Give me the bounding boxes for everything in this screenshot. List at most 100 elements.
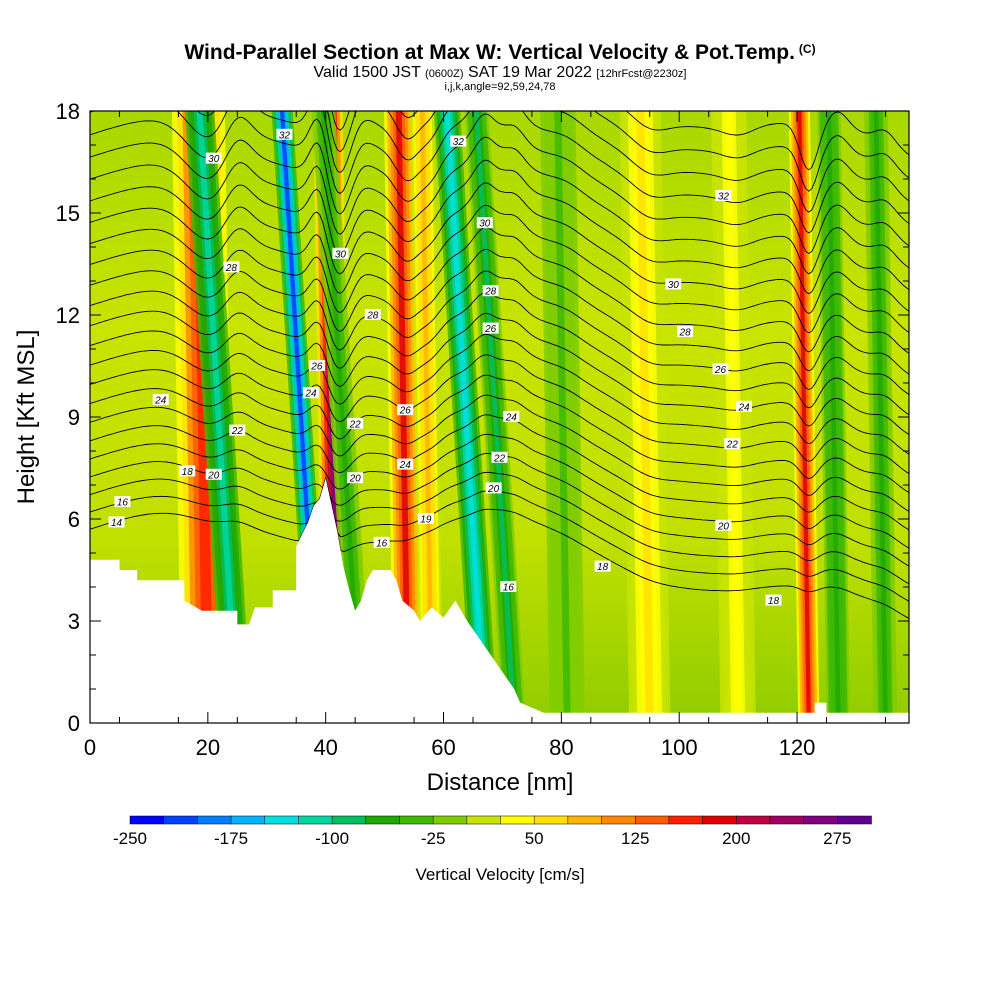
y-tick-label: 9 (68, 405, 80, 430)
theta-contour-line (90, 354, 909, 474)
contour-label: 32 (450, 135, 467, 148)
contour-label-bg (503, 411, 520, 422)
contour-label: 20 (715, 519, 732, 532)
contour-label-bg (491, 451, 508, 463)
contour-label-bg (482, 285, 499, 297)
x-tick-label: 60 (431, 735, 455, 760)
contour-label-bg (205, 468, 222, 480)
contour-label-bg (715, 190, 732, 201)
contour-label-bg (302, 387, 319, 399)
colorbar-swatch (702, 815, 738, 825)
axes: 0 20 40 60 80 100 120 0 3 6 9 12 15 18 (56, 99, 909, 760)
contour-label: 30 (205, 152, 222, 165)
contour-label: 26 (482, 322, 499, 335)
contour-label-text: 26 (714, 365, 727, 376)
theta-contour-line (90, 374, 909, 493)
theta-contour-line (331, 111, 909, 171)
contour-label: 28 (677, 326, 694, 339)
contour-label-text: 16 (376, 538, 388, 549)
velocity-band (444, 111, 488, 723)
y-axis-label: Height [Kft MSL] (13, 330, 40, 505)
colorbar-label: Vertical Velocity [cm/s] (415, 865, 584, 884)
colorbar-swatch (331, 815, 367, 825)
y-tick-label: 18 (56, 99, 80, 124)
theta-contour-line (90, 111, 909, 213)
contour-label: 28 (364, 309, 381, 322)
contour-label-text: 30 (208, 154, 220, 165)
contour-label-text: 22 (349, 419, 362, 430)
colorbar-swatch (163, 815, 199, 825)
colorbar-swatch (634, 815, 670, 825)
contour-label-bg (347, 472, 364, 484)
contour-label-bg (114, 496, 131, 507)
theta-contour-line (90, 414, 909, 531)
theta-contour-line (90, 182, 909, 315)
velocity-band (725, 111, 742, 723)
colorbar-swatch (601, 815, 636, 825)
contour-label-text: 20 (487, 484, 500, 495)
theta-contour-line (90, 333, 909, 455)
contour-label-text: 24 (505, 413, 518, 424)
contour-label-text: 28 (366, 311, 379, 322)
contour-label-bg (108, 516, 125, 528)
contour-label-bg (677, 326, 694, 337)
y-tick-label: 15 (56, 201, 80, 226)
contour-label-text: 14 (111, 518, 123, 529)
contour-label-text: 16 (117, 498, 129, 509)
contour-label-text: 16 (503, 583, 515, 594)
contour-label-bg (665, 278, 682, 290)
colorbar-swatch (264, 815, 300, 825)
contour-label-bg (397, 404, 414, 416)
colorbar-swatch (769, 815, 805, 825)
contour-label-text: 30 (479, 219, 491, 230)
colorbar-swatch (129, 815, 165, 825)
colorbar-tick-label: -100 (315, 829, 349, 848)
contour-label-text: 30 (668, 280, 680, 291)
contour-label: 16 (114, 496, 131, 509)
contour-label: 30 (476, 217, 493, 230)
valid-utc: (0600Z) (425, 68, 464, 80)
contour-label-text: 28 (484, 287, 497, 298)
theta-contour-line (196, 111, 909, 192)
contour-label: 14 (108, 516, 125, 529)
contour-label-text: 19 (420, 515, 432, 526)
x-axis-label: Distance [nm] (427, 769, 574, 796)
theta-contour-line (90, 136, 909, 275)
velocity-band (873, 111, 888, 723)
contour-label-bg (152, 394, 169, 405)
contour-label-text: 26 (310, 362, 323, 373)
contour-label-bg (500, 581, 517, 592)
contour-label-bg (373, 536, 390, 548)
y-tick-label: 12 (56, 303, 80, 328)
colorbar-swatch (668, 815, 704, 825)
contour-label-text: 32 (279, 130, 291, 141)
colorbar-tick-label: -250 (113, 829, 147, 848)
theta-contour-line (90, 204, 909, 334)
contour-label-text: 26 (484, 324, 497, 335)
contour-label-bg (712, 363, 729, 375)
x-tick-label: 40 (313, 735, 337, 760)
contour-label-text: 24 (399, 460, 412, 471)
colorbar-tick-label: 125 (621, 829, 649, 848)
contour-label-bg (332, 247, 349, 259)
contour-label-bg (765, 594, 782, 606)
velocity-band (320, 111, 364, 723)
terrain-mask (90, 478, 909, 723)
x-tick-label: 100 (661, 735, 698, 760)
contour-label: 22 (724, 438, 741, 451)
contour-label-bg (397, 458, 414, 470)
valid-date: SAT 19 Mar 2022 (468, 64, 592, 81)
contour-label-bg (594, 560, 611, 572)
contour-label: 19 (417, 513, 434, 526)
contour-label: 24 (302, 387, 319, 400)
theta-contour-line (90, 270, 909, 395)
colorbar-tick-label: 50 (525, 829, 544, 848)
colorbar-swatch (736, 815, 771, 825)
x-tick-label: 0 (84, 735, 96, 760)
contour-label-text: 20 (207, 470, 220, 481)
contour-label-bg (276, 128, 293, 140)
contour-label-text: 24 (737, 402, 750, 413)
contour-label-text: 22 (231, 426, 244, 437)
contour-label-text: 20 (717, 521, 730, 532)
theta-contour-line (90, 394, 909, 512)
